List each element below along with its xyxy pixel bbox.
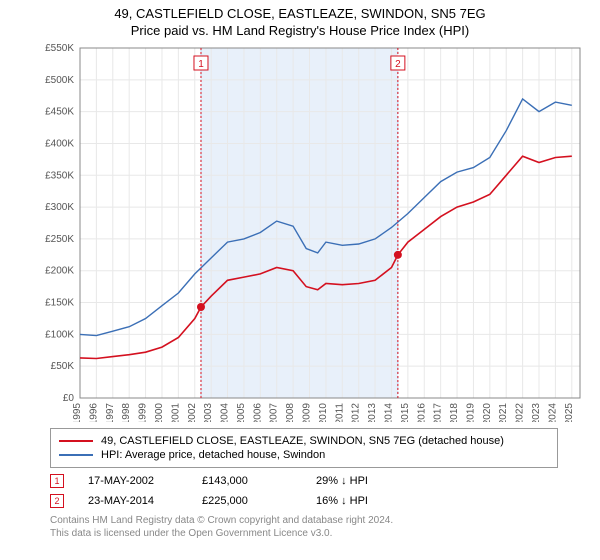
svg-text:2015: 2015 xyxy=(400,402,411,421)
svg-text:2003: 2003 xyxy=(203,402,214,421)
footer-line1: Contains HM Land Registry data © Crown c… xyxy=(50,514,590,527)
down-arrow-icon: ↓ xyxy=(341,495,347,507)
svg-text:£100K: £100K xyxy=(45,329,74,340)
svg-text:1995: 1995 xyxy=(72,402,83,421)
svg-text:2001: 2001 xyxy=(170,402,181,421)
svg-text:2025: 2025 xyxy=(564,402,575,421)
svg-text:2009: 2009 xyxy=(302,402,313,421)
svg-text:2012: 2012 xyxy=(351,402,362,421)
svg-text:£500K: £500K xyxy=(45,75,74,86)
svg-text:2008: 2008 xyxy=(285,402,296,421)
svg-text:2: 2 xyxy=(395,59,401,70)
svg-text:£50K: £50K xyxy=(51,361,75,372)
legend: 49, CASTLEFIELD CLOSE, EASTLEAZE, SWINDO… xyxy=(50,428,558,468)
svg-text:2004: 2004 xyxy=(220,402,231,421)
sale-date: 23-MAY-2014 xyxy=(88,495,178,507)
svg-text:1: 1 xyxy=(198,59,204,70)
svg-text:2016: 2016 xyxy=(416,402,427,421)
footer-line2: This data is licensed under the Open Gov… xyxy=(50,527,590,540)
legend-swatch-hpi xyxy=(59,454,93,456)
svg-text:2006: 2006 xyxy=(252,402,263,421)
sale-row: 2 23-MAY-2014 £225,000 16% ↓ HPI xyxy=(50,494,590,508)
sale-delta: 29% ↓ HPI xyxy=(316,475,368,487)
svg-text:2017: 2017 xyxy=(433,402,444,421)
svg-text:£0: £0 xyxy=(63,393,75,404)
svg-text:2023: 2023 xyxy=(531,402,542,421)
svg-text:2005: 2005 xyxy=(236,402,247,421)
down-arrow-icon: ↓ xyxy=(341,475,347,487)
svg-text:2020: 2020 xyxy=(482,402,493,421)
svg-text:£300K: £300K xyxy=(45,202,74,213)
svg-text:1998: 1998 xyxy=(121,402,132,421)
svg-text:2011: 2011 xyxy=(334,402,345,421)
sale-row: 1 17-MAY-2002 £143,000 29% ↓ HPI xyxy=(50,474,590,488)
svg-text:£550K: £550K xyxy=(45,43,74,54)
legend-label-hpi: HPI: Average price, detached house, Swin… xyxy=(101,449,325,461)
svg-text:2002: 2002 xyxy=(187,402,198,421)
sale-date: 17-MAY-2002 xyxy=(88,475,178,487)
svg-text:2010: 2010 xyxy=(318,402,329,421)
svg-text:2014: 2014 xyxy=(383,402,394,421)
svg-text:2000: 2000 xyxy=(154,402,165,421)
svg-text:2013: 2013 xyxy=(367,402,378,421)
line-chart: £0 £50K £100K £150K £200K £250K £300K £350K £400… xyxy=(30,42,590,422)
svg-text:£150K: £150K xyxy=(45,297,74,308)
svg-text:2024: 2024 xyxy=(547,402,558,421)
svg-text:2021: 2021 xyxy=(498,402,509,421)
legend-item-property: 49, CASTLEFIELD CLOSE, EASTLEAZE, SWINDO… xyxy=(59,435,549,447)
svg-text:£250K: £250K xyxy=(45,234,74,245)
svg-text:2019: 2019 xyxy=(465,402,476,421)
sale-price: £225,000 xyxy=(202,495,292,507)
svg-text:£400K: £400K xyxy=(45,138,74,149)
svg-text:£200K: £200K xyxy=(45,266,74,277)
chart-area: £0 £50K £100K £150K £200K £250K £300K £350K £400… xyxy=(30,42,590,422)
chart-title-line1: 49, CASTLEFIELD CLOSE, EASTLEAZE, SWINDO… xyxy=(10,6,590,23)
sale-marker-2: 2 xyxy=(50,494,64,508)
svg-text:1999: 1999 xyxy=(138,402,149,421)
sales-list: 1 17-MAY-2002 £143,000 29% ↓ HPI 2 23-MA… xyxy=(50,474,590,508)
svg-text:£450K: £450K xyxy=(45,107,74,118)
svg-text:1997: 1997 xyxy=(105,402,116,421)
legend-item-hpi: HPI: Average price, detached house, Swin… xyxy=(59,449,549,461)
svg-text:£350K: £350K xyxy=(45,170,74,181)
sale-price: £143,000 xyxy=(202,475,292,487)
legend-label-property: 49, CASTLEFIELD CLOSE, EASTLEAZE, SWINDO… xyxy=(101,435,504,447)
svg-text:2018: 2018 xyxy=(449,402,460,421)
sale-marker-1: 1 xyxy=(50,474,64,488)
chart-title-line2: Price paid vs. HM Land Registry's House … xyxy=(10,23,590,38)
svg-text:2022: 2022 xyxy=(515,402,526,421)
svg-text:2007: 2007 xyxy=(269,402,280,421)
svg-text:1996: 1996 xyxy=(88,402,99,421)
footer: Contains HM Land Registry data © Crown c… xyxy=(50,514,590,540)
legend-swatch-property xyxy=(59,440,93,442)
sale-delta: 16% ↓ HPI xyxy=(316,495,368,507)
